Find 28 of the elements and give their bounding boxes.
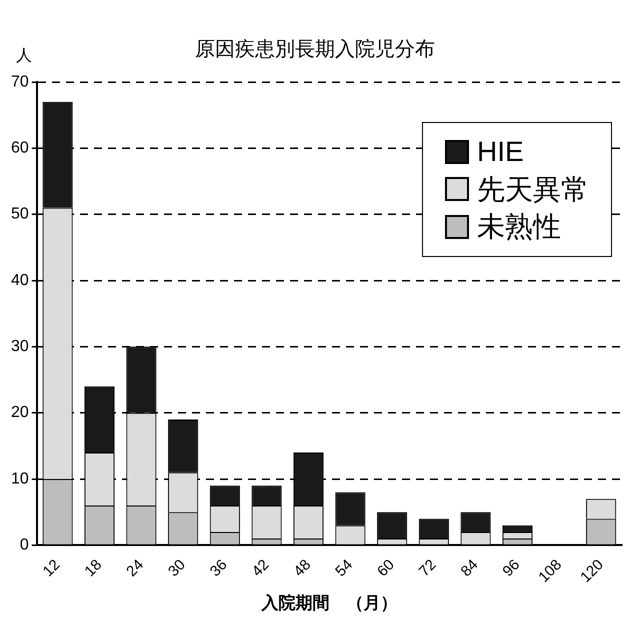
- x-tick-label: 60: [374, 556, 398, 580]
- legend-label: HIE: [477, 135, 524, 169]
- y-tick-label: 50: [11, 206, 29, 223]
- x-tick-label: 12: [40, 556, 64, 580]
- y-tick-label: 40: [11, 272, 29, 289]
- y-tick-label: 0: [20, 536, 29, 554]
- x-tick-label: 72: [416, 556, 440, 580]
- x-tick-label: 96: [499, 556, 524, 580]
- y-tick-label: 70: [11, 73, 29, 90]
- x-tick-label: 36: [206, 556, 231, 580]
- x-tick-label: 30: [165, 556, 189, 580]
- y-tick-label: 10: [11, 470, 29, 488]
- x-axis-title: 入院期間 （月）: [260, 593, 398, 612]
- y-axis-title: 人: [16, 47, 32, 64]
- x-tick-label: 120: [577, 556, 607, 586]
- y-tick-label: 60: [11, 140, 29, 157]
- x-tick-label: 24: [123, 556, 148, 580]
- legend-label: 未熟性: [477, 210, 561, 244]
- y-tick-label: 30: [11, 338, 29, 356]
- chart-title: 原因疾患別長期入院児分布: [195, 38, 435, 61]
- x-tick-label: 54: [332, 556, 356, 580]
- x-tick-label: 84: [458, 556, 482, 580]
- x-tick-label: 48: [290, 556, 314, 580]
- x-tick-label: 42: [248, 556, 272, 580]
- x-tick-label: 108: [535, 556, 566, 586]
- y-tick-label: 20: [11, 404, 29, 422]
- x-tick-label: 18: [81, 556, 106, 580]
- legend-label: 先天異常: [477, 172, 589, 206]
